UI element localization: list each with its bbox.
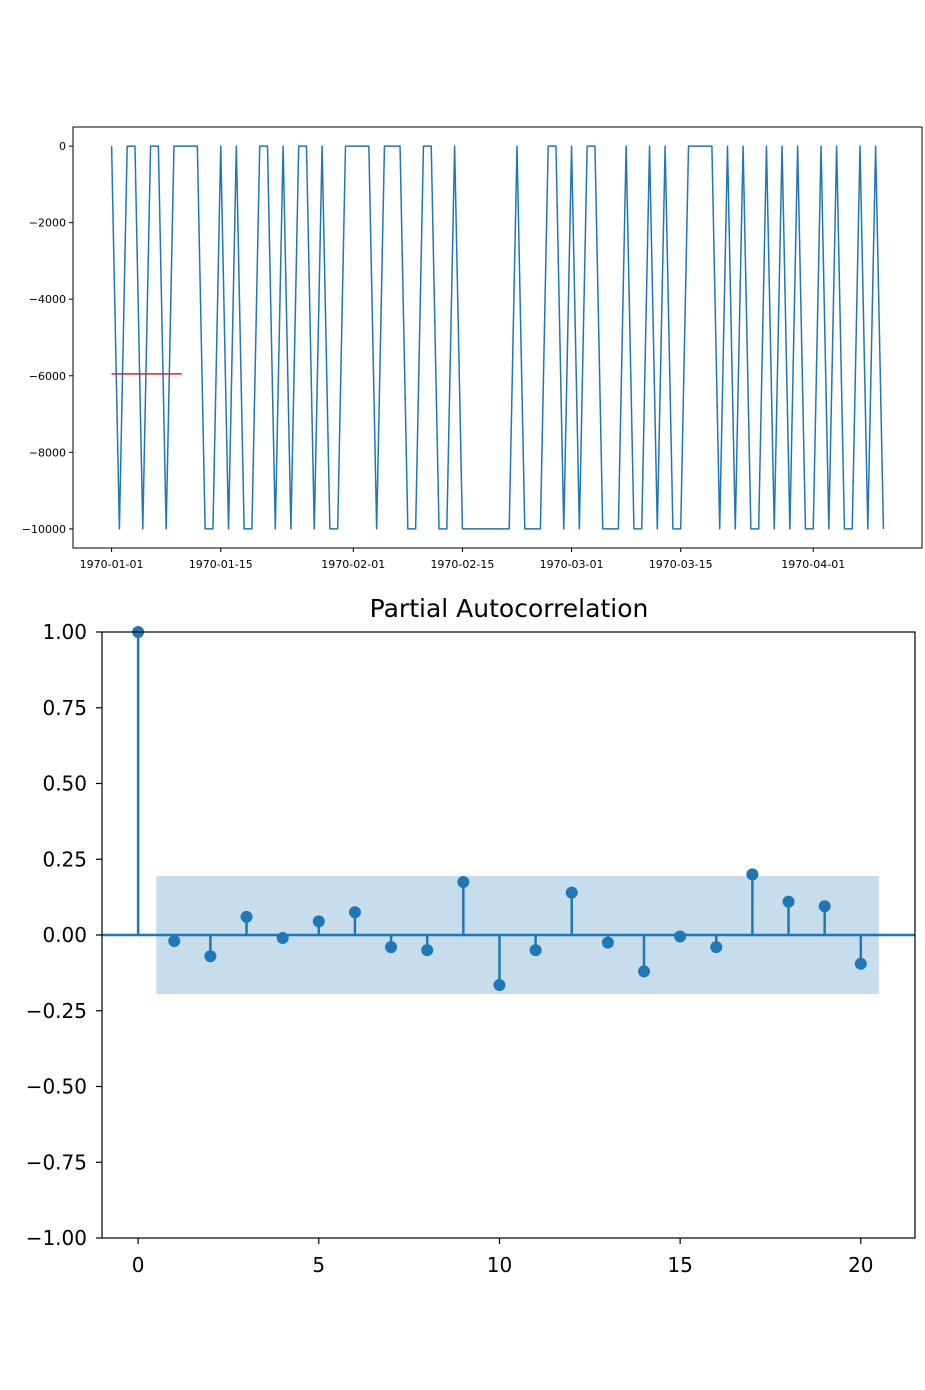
x-tick-label: 5: [312, 1253, 325, 1277]
y-tick-label: −0.25: [26, 999, 87, 1023]
y-tick-label: −0.50: [26, 1075, 87, 1099]
x-tick-label: 1970-03-15: [649, 558, 713, 571]
pacf-stems: [102, 626, 915, 991]
y-tick-label: 0.75: [42, 696, 87, 720]
time-series-chart: 0−2000−4000−6000−8000−10000 1970-01-01 19…: [22, 126, 923, 571]
x-tick-label: 1970-04-01: [781, 558, 845, 571]
y-tick-label: 0.25: [42, 847, 87, 871]
y-tick-label: −10000: [22, 523, 66, 536]
y-tick-label: 0: [59, 140, 66, 153]
stem-marker: [493, 978, 506, 991]
x-tick-label: 10: [487, 1253, 512, 1277]
stem-marker: [710, 941, 723, 954]
stem-marker: [457, 875, 470, 888]
y-tick-label: 0.00: [42, 923, 87, 947]
time-series-y-axis: 0 −2000 −4000 −6000 −8000 −10000: [22, 140, 73, 536]
x-tick-label: 1970-03-01: [540, 558, 604, 571]
y-tick-label: −2000: [29, 217, 66, 230]
pacf-title: Partial Autocorrelation: [370, 594, 649, 623]
pacf-x-axis: 0 5 10 15 20: [132, 1238, 874, 1277]
x-tick-label: 1970-02-01: [321, 558, 385, 571]
stem-marker: [854, 957, 867, 970]
stem-marker: [565, 886, 578, 899]
y-tick-label: −6000: [29, 370, 66, 383]
x-tick-label: 1970-01-01: [80, 558, 144, 571]
x-tick-label: 15: [667, 1253, 692, 1277]
stem-marker: [348, 906, 361, 919]
stem-marker: [601, 936, 614, 949]
x-tick-label: 1970-02-15: [430, 558, 494, 571]
y-tick-label: 0.50: [42, 772, 87, 796]
y-tick-label: −0.75: [26, 1150, 87, 1174]
time-series-series: [110, 145, 885, 530]
pacf-chart: Partial Autocorrelation 1.00 0.75 0.50 0.25…: [26, 594, 916, 1277]
y-tick-label: −8000: [29, 446, 66, 459]
series-line: [110, 145, 885, 530]
x-tick-label: 0: [132, 1253, 145, 1277]
stem-marker: [818, 900, 831, 913]
x-tick-label: 1970-01-15: [189, 558, 253, 571]
stem-marker: [168, 935, 181, 948]
x-tick-label: 20: [848, 1253, 873, 1277]
stem-marker: [276, 932, 289, 945]
stem-marker: [312, 915, 325, 928]
pacf-y-axis: 1.00 0.75 0.50 0.25 0.00 −0.25 −0.50 −0.75 −1.00: [26, 620, 102, 1250]
y-tick-label: −4000: [29, 293, 66, 306]
stem-marker: [204, 950, 217, 963]
stem-marker: [529, 944, 542, 957]
time-series-plot-area: [72, 126, 923, 549]
stem-marker: [638, 965, 650, 978]
time-series-x-axis: 1970-01-01 1970-01-15 1970-02-01 1970-02-15…: [80, 548, 845, 571]
stem-marker: [385, 941, 398, 954]
stem-marker: [746, 868, 759, 881]
y-tick-label: 1.00: [42, 620, 87, 644]
stem-marker: [782, 895, 795, 908]
stem-marker: [674, 930, 687, 943]
stem-marker: [421, 944, 434, 957]
y-tick-label: −1.00: [26, 1226, 87, 1250]
stem-marker: [240, 910, 253, 923]
